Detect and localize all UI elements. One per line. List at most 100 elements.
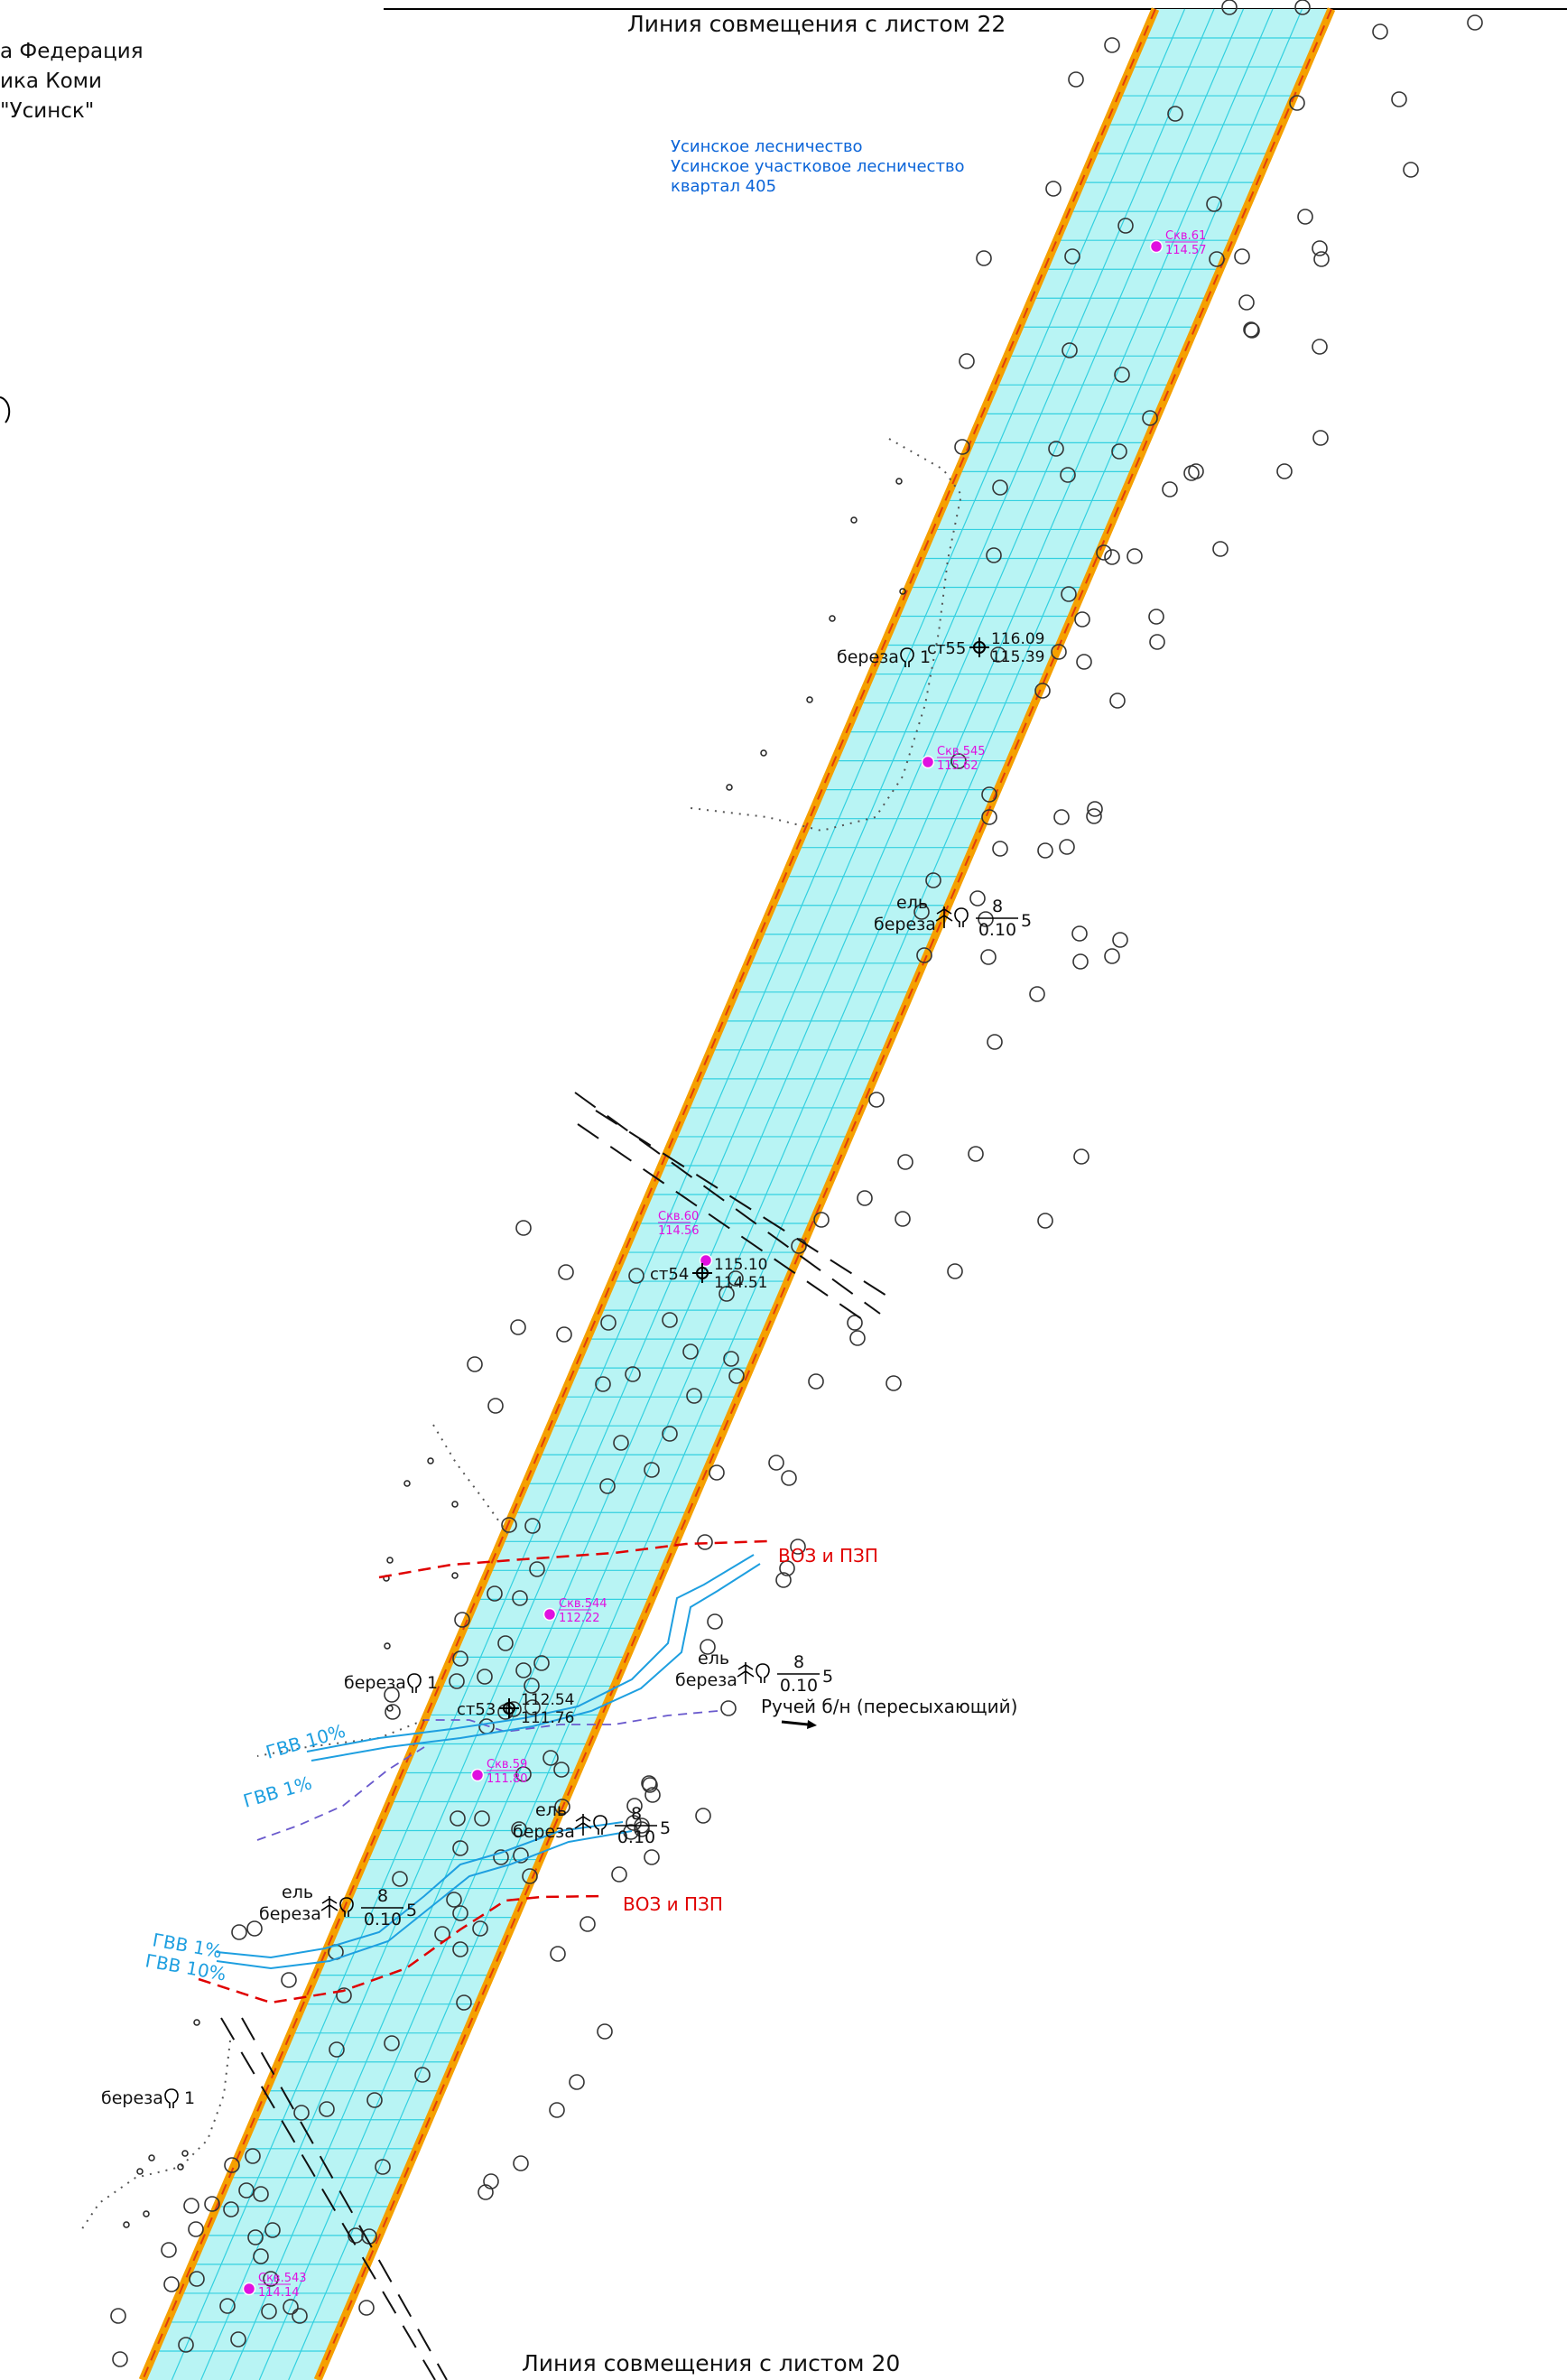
tree-circle: [599, 1478, 616, 1494]
station-elev-bottom: 114.51: [714, 1274, 767, 1292]
tree-circle: [768, 1455, 784, 1471]
station-label: ст55: [927, 639, 966, 658]
forest-fraction-side: 5: [822, 1667, 833, 1687]
grid-long-line: [229, 8, 1245, 2380]
tree-circle: [1060, 467, 1076, 483]
forest-fraction-numerator: 8: [631, 1804, 642, 1824]
tree-circle: [1117, 218, 1134, 234]
tree-circle: [857, 1190, 873, 1206]
mixed-forest-note: ель береза 8 0.10 5: [874, 893, 1032, 940]
tree-circle: [553, 1762, 570, 1778]
tree-circle: [264, 2222, 281, 2238]
tree-circle: [595, 1376, 611, 1392]
forestry-line-1: Усинское лесничество: [671, 137, 863, 156]
well-label: Скв.59: [487, 1758, 527, 1771]
tree-circle: [392, 1871, 408, 1887]
tree-circle: [283, 2299, 299, 2315]
well-label: Скв.544: [559, 1597, 607, 1611]
tree-circle: [779, 1560, 795, 1576]
tree-circle: [472, 1920, 488, 1937]
tree-circle: [1148, 609, 1164, 625]
tree-circle: [467, 1356, 483, 1372]
tree-circle: [981, 809, 997, 825]
tree-circle: [253, 2186, 269, 2202]
small-dot: [451, 1501, 459, 1508]
well-elevation: 112.22: [559, 1612, 600, 1625]
road-upper-b: [595, 1110, 895, 1301]
tree-circle: [112, 2351, 128, 2367]
tree-circle: [524, 1699, 541, 1715]
tree-circle: [1212, 541, 1229, 557]
tree-circle: [1114, 367, 1130, 383]
tree-circle: [1059, 839, 1075, 855]
tree-circle: [895, 1211, 911, 1227]
tree-circle: [707, 1613, 723, 1630]
tree-circle: [329, 2041, 345, 2058]
small-dot: [123, 2221, 130, 2228]
tree-circle: [1086, 808, 1102, 824]
tree-circle: [1072, 953, 1089, 970]
tree-circle: [1064, 248, 1080, 265]
tree-circle: [511, 1821, 527, 1837]
tree-circle: [868, 1092, 885, 1108]
tree-circle: [1034, 683, 1051, 699]
tree-circle: [959, 353, 975, 369]
tree-markers: [110, 0, 1483, 2367]
forest-fraction-numerator: 8: [377, 1886, 388, 1906]
tree-circle: [231, 1924, 247, 1940]
tree-circle: [452, 1650, 468, 1667]
corner-title-line-2: ика Коми: [0, 70, 102, 93]
stream-flow-arrow: [781, 1720, 817, 1729]
birch-label: береза: [259, 1904, 321, 1924]
tree-circle: [925, 872, 941, 888]
forestry-line-2: Усинское участковое лесничество: [671, 157, 965, 176]
tree-circle: [515, 1220, 532, 1236]
gvv1-label-upper: ГВВ 1%: [241, 1771, 314, 1811]
birch-icon: [900, 647, 914, 667]
tree-circle: [728, 1270, 744, 1287]
tree-circle: [474, 1810, 490, 1827]
tree-circle: [1391, 91, 1407, 107]
small-dot: [177, 2163, 184, 2171]
forest-fraction-side: 5: [406, 1901, 417, 1920]
tree-circle: [987, 1034, 1003, 1050]
well-elevation: 111.80: [487, 1772, 528, 1786]
well-markers: Скв.61114.57Скв.545115.62Скв.60114.56Скв…: [242, 229, 1207, 2300]
mixed-forest-note: ель береза 8 0.10 5: [259, 1883, 417, 1929]
tree-circle: [1276, 463, 1293, 479]
tree-circle: [281, 1972, 297, 1988]
birch-icon: [407, 1673, 422, 1693]
tree-circle: [1037, 842, 1053, 859]
small-dot: [806, 696, 813, 703]
spruce-icon: [737, 1662, 755, 1684]
grid-long-line: [288, 8, 1303, 2380]
tree-circle: [1289, 95, 1305, 111]
tree-circle: [1162, 481, 1178, 497]
grid-long-line: [258, 8, 1274, 2380]
birch-label: береза: [344, 1673, 406, 1693]
spruce-icon: [574, 1814, 592, 1836]
tree-circle: [1312, 339, 1328, 355]
birch-label: береза: [675, 1670, 737, 1690]
tree-circle: [245, 2148, 261, 2164]
flood-lines: [216, 1554, 761, 1970]
road-lower-a: [220, 2017, 436, 2380]
spruce-label: ель: [698, 1649, 729, 1669]
tree-circle: [1037, 1213, 1053, 1229]
tree-circle: [981, 786, 997, 803]
tree-circle: [188, 2221, 204, 2237]
tree-circle: [452, 1840, 468, 1856]
tree-circle: [358, 2300, 375, 2316]
tree-circle: [487, 1585, 503, 1602]
voz-boundary-lower: [198, 1894, 606, 2004]
flood-line-10-lower: [216, 1830, 633, 1970]
tree-circle: [385, 1704, 401, 1720]
forest-fraction-side: 5: [660, 1818, 671, 1838]
grid-long-line: [171, 8, 1186, 2380]
stream-bank: [256, 1710, 719, 1841]
tree-circle: [644, 1787, 661, 1803]
tree-circle: [1142, 410, 1158, 426]
birch-count: 1: [427, 1673, 438, 1693]
